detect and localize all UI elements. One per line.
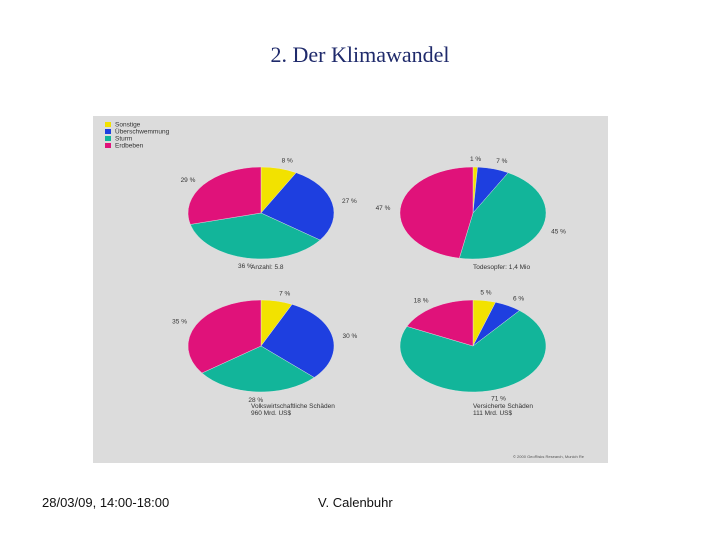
pie-1-label-sturm: 36 %: [238, 263, 253, 270]
pie-3-slice-sturm: [201, 345, 315, 393]
pie-4-caption: 111 Mrd. US$: [473, 410, 513, 417]
slide-title: 2. Der Klimawandel: [270, 42, 450, 67]
pie-4-caption: Versicherte Schäden: [473, 403, 533, 410]
pie-3-caption: Volkswirtschaftliche Schäden: [251, 403, 335, 410]
pie-2-slice-erdbeben: [399, 166, 474, 259]
footer-date: 28/03/09, 14:00-18:00: [42, 495, 170, 510]
pie-2-label-erdbeben: 47 %: [376, 205, 391, 212]
legend-swatch-sonstige: [105, 122, 111, 127]
pie-4-slice-sturm: [399, 310, 547, 393]
pie-1-caption: Anzahl: 5.8: [251, 264, 284, 271]
pie-2-slice-sturm: [459, 172, 547, 260]
pie-4-label-ueberschwemmung: 6 %: [513, 296, 524, 303]
legend-swatch-sturm: [105, 136, 111, 141]
pie-3-label-sturm: 28 %: [248, 397, 263, 404]
copyright-note: © 2000 GeoRisks Research, Munich Re: [513, 454, 585, 459]
pie-2-caption: Todesopfer: 1,4 Mio: [473, 264, 530, 271]
pie-1-label-erdbeben: 29 %: [181, 177, 196, 184]
pie-4-label-erdbeben: 18 %: [414, 297, 429, 304]
pies: 8 % 27 % 36 % 29 % Anzahl: 5.8 1 % 7 % 45 % 47 %…: [172, 156, 566, 417]
pie-3-label-erdbeben: 35 %: [172, 319, 187, 326]
pie-4-label-sonstige: 5 %: [480, 290, 491, 297]
pie-1-label-sonstige: 8 %: [282, 158, 293, 165]
pie-2-label-sonstige: 1 %: [470, 156, 481, 163]
footer-author: V. Calenbuhr: [318, 495, 393, 510]
pie-2-label-sturm: 45 %: [551, 228, 566, 235]
legend-label-erdbeben: Erdbeben: [115, 143, 144, 150]
pie-1-slice-ueberschwemmung: [260, 172, 335, 241]
legend-swatch-erdbeben: [105, 143, 111, 148]
legend-label-sturm: Sturm: [115, 136, 132, 143]
pie-2-label-ueberschwemmung: 7 %: [496, 158, 507, 165]
legend-swatch-ueberschwemmung: [105, 129, 111, 134]
legend-label-ueberschwemmung: Überschwemmung: [115, 128, 170, 136]
pie-4-label-sturm: 71 %: [491, 396, 506, 403]
legend-label-sonstige: Sonstige: [115, 122, 141, 129]
pie-1-slice-sturm: [190, 212, 321, 260]
pie-1-label-ueberschwemmung: 27 %: [342, 198, 357, 205]
pie-3-label-ueberschwemmung: 30 %: [343, 333, 358, 340]
pie-3: 7 % 30 % 28 % 35 % Volkswirtschaftliche Schä…: [172, 290, 357, 417]
pie-2: 1 % 7 % 45 % 47 % Todesopfer: 1,4 Mio: [376, 156, 567, 271]
pie-3-slice-ueberschwemmung: [260, 304, 335, 378]
pie-3-label-sonstige: 7 %: [279, 290, 290, 297]
pie-3-slice-erdbeben: [187, 299, 262, 374]
pie-1-slice-erdbeben: [187, 166, 262, 225]
pie-4-slice-erdbeben: [406, 299, 474, 347]
pie-3-caption: 960 Mrd. US$: [251, 410, 291, 417]
pie-chart-figure: Sonstige Überschwemmung Sturm Erdbeben 8 % 2…: [93, 116, 608, 463]
pie-1: 8 % 27 % 36 % 29 % Anzahl: 5.8: [181, 158, 357, 271]
